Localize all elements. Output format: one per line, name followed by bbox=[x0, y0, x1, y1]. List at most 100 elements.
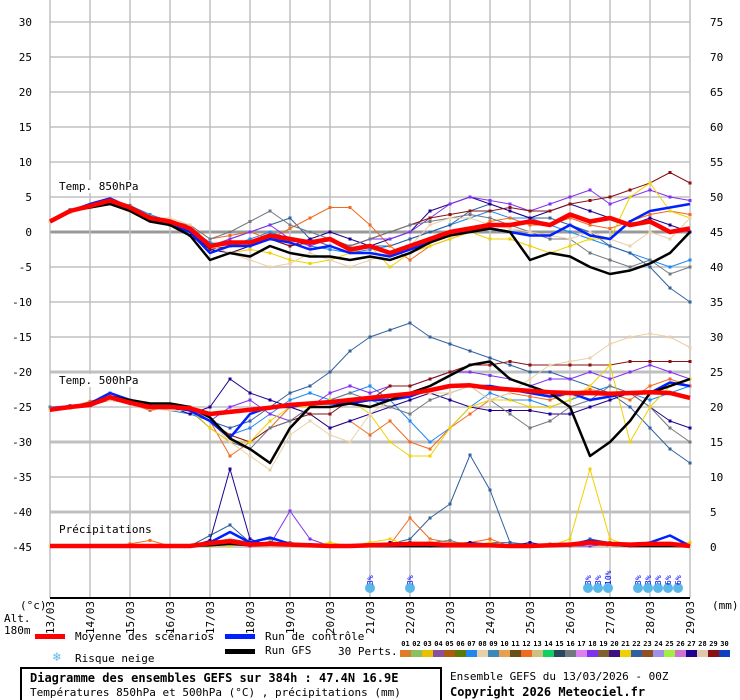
legend-mean-label: Moyenne des scénarios bbox=[75, 630, 215, 643]
member-12-t500-line-point bbox=[528, 395, 532, 398]
pert-color-swatch bbox=[631, 650, 642, 657]
member-21-t500-line-point bbox=[628, 440, 632, 444]
member-8-t500-line-point bbox=[108, 398, 112, 402]
member-12-precip-line-point bbox=[488, 537, 492, 541]
snow-risk-marker bbox=[673, 583, 683, 593]
member-21-t500-line-point bbox=[528, 405, 532, 409]
x-tick-label: 17/03 bbox=[204, 601, 217, 634]
member-22-t500-line-point bbox=[688, 461, 692, 465]
member-18-t850-line-point bbox=[608, 202, 612, 206]
member-18-precip-line-point bbox=[288, 509, 292, 513]
x-tick-label: 25/03 bbox=[524, 601, 537, 634]
member-12-t500-line-point bbox=[588, 388, 592, 391]
member-8-t850-line-point bbox=[288, 262, 292, 265]
y-tick-label-right: 15 bbox=[710, 436, 723, 449]
member-12-t500-line-point bbox=[228, 454, 232, 458]
member-7-t850-line-point bbox=[568, 230, 572, 234]
x-tick-label: 29/03 bbox=[684, 601, 697, 634]
member-7-t500-line-point bbox=[368, 384, 372, 388]
snowflake-icon: ❄ bbox=[53, 650, 61, 665]
pert-legend-item: 21 bbox=[620, 640, 631, 659]
legend-control-swatch bbox=[225, 634, 255, 639]
pert-color-swatch bbox=[554, 650, 565, 657]
member-18-t500-line-point bbox=[488, 374, 492, 377]
pert-number: 24 bbox=[654, 640, 663, 648]
y-tick-label-left: 15 bbox=[19, 121, 32, 134]
member-21-t850-line-point bbox=[248, 248, 252, 251]
member-22-t850-line-point bbox=[428, 230, 432, 234]
member-16-t500-line-point bbox=[348, 391, 352, 395]
member-12-t850-line-point bbox=[568, 216, 572, 220]
member-8-t850-line-point bbox=[448, 216, 452, 220]
run-info: Ensemble GEFS du 13/03/2026 - 00Z bbox=[450, 670, 669, 683]
pert-number: 12 bbox=[522, 640, 531, 648]
member-22-t850-line-point bbox=[288, 216, 292, 220]
member-22-precip-line-point bbox=[428, 516, 432, 520]
member-16-t850-line-point bbox=[288, 223, 292, 227]
snow-risk-marker bbox=[593, 583, 603, 593]
member-18-t850-line-point bbox=[448, 202, 452, 206]
pert-color-swatch bbox=[609, 650, 620, 657]
snow-risk-marker bbox=[663, 583, 673, 593]
pert-number: 26 bbox=[676, 640, 685, 648]
member-8-t500-line-point bbox=[228, 440, 232, 444]
member-27-t500-line-point bbox=[188, 412, 192, 416]
member-16-t850-line-point bbox=[228, 230, 232, 234]
member-16-t500-line-point bbox=[408, 412, 412, 416]
pert-number: 25 bbox=[665, 640, 674, 648]
pert-legend-item: 05 bbox=[444, 640, 455, 659]
pert-legend-item: 14 bbox=[543, 640, 554, 659]
y-tick-label-right: 35 bbox=[710, 296, 723, 309]
member-7-t850-line-point bbox=[328, 248, 332, 251]
pert-legend-item: 16 bbox=[565, 640, 576, 659]
pert-color-swatch bbox=[675, 650, 686, 657]
member-12-t500-line-point bbox=[648, 384, 652, 388]
member-27-t500-line-point bbox=[268, 398, 272, 402]
member-22-t500-line-point bbox=[388, 328, 392, 332]
panel-label-precip: Précipitations bbox=[59, 523, 152, 536]
pert-color-swatch bbox=[444, 650, 455, 657]
member-21-t500-line-point bbox=[408, 454, 412, 458]
member-21-t500-line-point bbox=[208, 426, 212, 430]
member-29-t500-line-point bbox=[228, 433, 232, 437]
pert-color-swatch bbox=[422, 650, 433, 657]
member-8-t500-line-point bbox=[588, 356, 592, 360]
member-22-precip-line-point bbox=[488, 488, 492, 492]
member-8-t850-line-point bbox=[188, 223, 192, 227]
snow-risk-marker bbox=[603, 583, 613, 593]
x-tick-label: 14/03 bbox=[84, 601, 97, 634]
member-22-t500-line-point bbox=[228, 426, 232, 430]
snow-risk-label: 10% bbox=[604, 570, 613, 585]
x-tick-label: 15/03 bbox=[124, 601, 137, 634]
member-12-t500-line-point bbox=[468, 412, 472, 416]
member-29-t850-line-point bbox=[628, 188, 632, 192]
member-12-t850-line-point bbox=[348, 206, 352, 209]
member-27-t500-line-point bbox=[348, 419, 352, 423]
member-21-t500-line-point bbox=[608, 363, 612, 367]
member-22-precip-line-point bbox=[508, 541, 512, 544]
pert-number: 07 bbox=[467, 640, 476, 648]
snow-risk-label: 3% bbox=[406, 575, 415, 585]
member-21-t850-line-point bbox=[568, 244, 572, 248]
member-18-t500-line-point bbox=[228, 405, 232, 409]
y-tick-label-left: -10 bbox=[12, 296, 32, 309]
snow-risk-marker bbox=[365, 583, 375, 593]
member-7-t850-line-point bbox=[268, 230, 272, 234]
pert-color-swatch bbox=[543, 650, 554, 657]
y-tick-label-left: -5 bbox=[19, 261, 32, 274]
member-29-t500-line-point bbox=[528, 363, 532, 367]
pert-legend-item: 20 bbox=[609, 640, 620, 659]
pert-number: 08 bbox=[478, 640, 487, 648]
member-7-t850-line-point bbox=[248, 237, 252, 241]
member-22-t500-line-point bbox=[468, 349, 472, 353]
member-18-precip-line-point bbox=[308, 537, 312, 541]
mean-t850-line bbox=[48, 198, 691, 256]
member-8-t850-line-point bbox=[308, 251, 312, 255]
member-16-t850-line-point bbox=[668, 272, 672, 276]
member-22-t500-line-point bbox=[648, 426, 652, 430]
member-16-precip-line-point bbox=[268, 537, 272, 541]
member-8-t500-line-point bbox=[648, 332, 652, 335]
pert-legend-item: 19 bbox=[598, 640, 609, 659]
pert-color-swatch bbox=[488, 650, 499, 657]
